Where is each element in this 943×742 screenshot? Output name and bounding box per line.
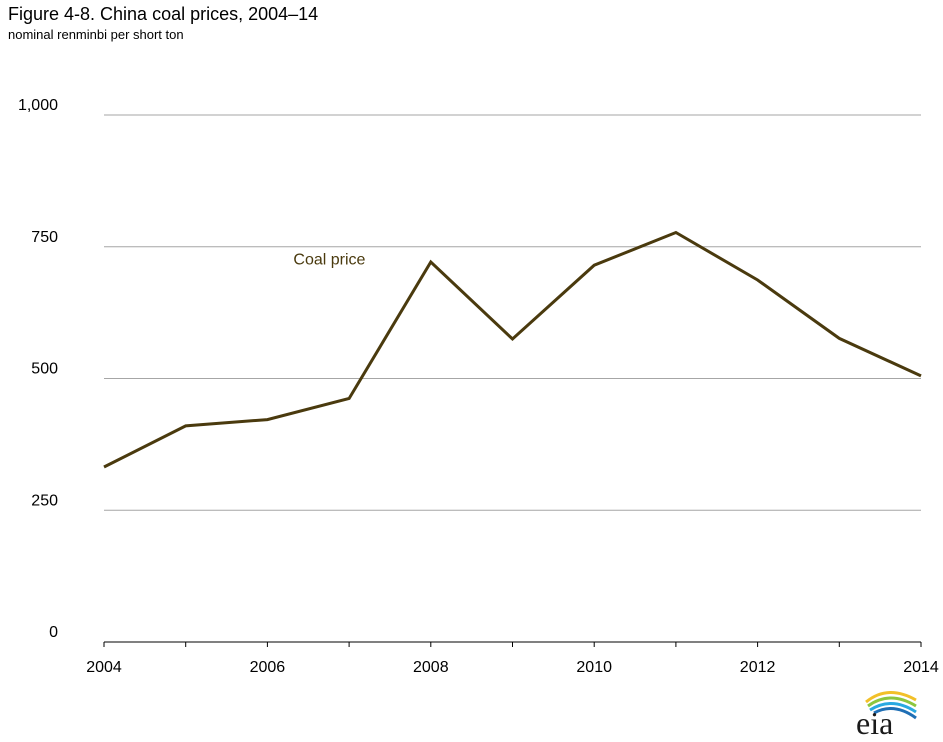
x-tick-label: 2004 bbox=[86, 659, 122, 676]
series-line-coal-price bbox=[103, 230, 922, 469]
x-tick-label: 2014 bbox=[903, 659, 939, 676]
eia-logo-icon: eia bbox=[856, 691, 917, 738]
y-tick-label: 500 bbox=[31, 361, 58, 378]
y-tick-label: 750 bbox=[31, 229, 58, 246]
y-tick-label: 250 bbox=[31, 492, 58, 509]
x-tick-label: 2006 bbox=[250, 659, 286, 676]
series-label-coal-price: Coal price bbox=[293, 252, 365, 269]
y-tick-label: 1,000 bbox=[18, 97, 58, 114]
x-tick-label: 2010 bbox=[576, 659, 612, 676]
x-tick-label: 2008 bbox=[413, 659, 449, 676]
x-tick-label: 2012 bbox=[740, 659, 776, 676]
y-tick-label: 0 bbox=[49, 624, 58, 641]
chart-title: Figure 4-8. China coal prices, 2004–14 bbox=[8, 4, 319, 24]
chart-subtitle: nominal renminbi per short ton bbox=[8, 27, 184, 42]
eia-logo-text: eia bbox=[856, 705, 893, 738]
